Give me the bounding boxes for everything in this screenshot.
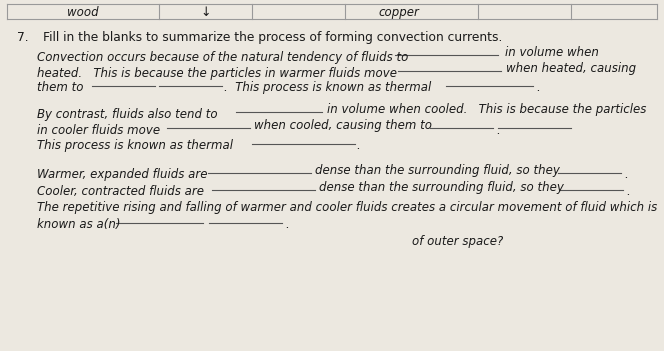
Text: .  This process is known as thermal: . This process is known as thermal (224, 81, 431, 94)
Text: .: . (497, 124, 501, 137)
Text: ↓: ↓ (201, 6, 211, 19)
Text: .: . (624, 168, 628, 181)
Text: wood: wood (67, 6, 99, 19)
Text: dense than the surrounding fluid, so they: dense than the surrounding fluid, so the… (315, 164, 560, 177)
Text: copper: copper (378, 6, 419, 19)
Text: 7.: 7. (17, 31, 29, 44)
Text: Cooler, contracted fluids are: Cooler, contracted fluids are (37, 185, 204, 198)
Text: when heated, causing: when heated, causing (506, 62, 636, 75)
Text: them to: them to (37, 81, 83, 94)
Text: The repetitive rising and falling of warmer and cooler fluids creates a circular: The repetitive rising and falling of war… (37, 201, 657, 214)
Text: in cooler fluids move: in cooler fluids move (37, 124, 159, 137)
Text: .: . (536, 81, 540, 94)
Text: known as a(n): known as a(n) (37, 218, 120, 231)
Text: .: . (286, 218, 290, 231)
Text: This process is known as thermal: This process is known as thermal (37, 139, 232, 152)
Text: By contrast, fluids also tend to: By contrast, fluids also tend to (37, 108, 217, 121)
Text: when cooled, causing them to: when cooled, causing them to (254, 119, 432, 132)
Text: in volume when cooled.   This is because the particles: in volume when cooled. This is because t… (327, 103, 646, 116)
Text: .: . (626, 185, 630, 198)
Text: in volume when: in volume when (505, 46, 598, 59)
Text: Warmer, expanded fluids are: Warmer, expanded fluids are (37, 168, 207, 181)
Text: of outer space?: of outer space? (412, 235, 503, 248)
Text: dense than the surrounding fluid, so they: dense than the surrounding fluid, so the… (319, 181, 564, 194)
Text: Fill in the blanks to summarize the process of forming convection currents.: Fill in the blanks to summarize the proc… (43, 31, 503, 44)
Text: .: . (357, 139, 361, 152)
Text: Convection occurs because of the natural tendency of fluids to: Convection occurs because of the natural… (37, 51, 408, 64)
Text: heated.   This is because the particles in warmer fluids move: heated. This is because the particles in… (37, 67, 396, 80)
